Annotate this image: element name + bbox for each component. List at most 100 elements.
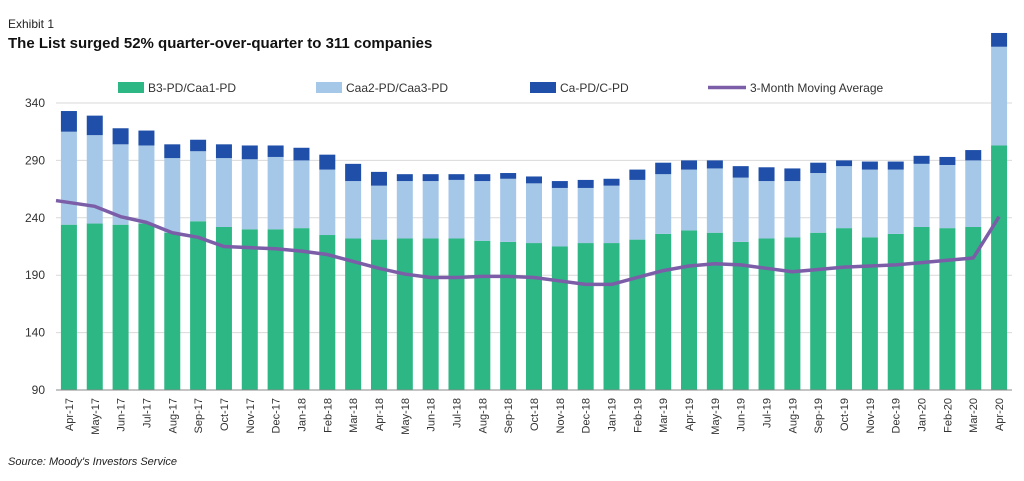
bar-segment — [706, 160, 723, 169]
bar-segment — [164, 232, 181, 390]
bar-segment — [138, 145, 155, 224]
bar-segment — [241, 229, 258, 390]
bar-segment — [913, 226, 930, 390]
x-tick-label: Dec-18 — [581, 398, 593, 433]
x-tick-label: Jan-20 — [917, 398, 929, 432]
x-tick-label: May-19 — [710, 398, 722, 435]
bar-segment — [370, 185, 387, 240]
legend-label: Ca-PD/C-PD — [560, 81, 629, 95]
source-note: Source: Moody's Investors Service — [8, 456, 178, 468]
y-tick-label: 90 — [32, 383, 46, 397]
x-tick-label: Jul-18 — [451, 398, 463, 428]
bar-segment — [991, 145, 1008, 390]
bar-segment — [887, 161, 904, 170]
chart-title: The List surged 52% quarter-over-quarter… — [8, 35, 433, 52]
bar-segment — [86, 135, 103, 224]
bar-segment — [603, 178, 620, 186]
exhibit-label: Exhibit 1 — [8, 17, 55, 31]
legend-swatch — [316, 82, 342, 93]
x-tick-label: May-18 — [400, 398, 412, 435]
bar-segment — [681, 160, 698, 170]
bar-segment — [500, 173, 517, 179]
bar-segment — [345, 163, 362, 182]
x-tick-label: Dec-17 — [271, 398, 283, 433]
bar-segment — [655, 174, 672, 234]
bar-segment — [526, 183, 542, 244]
x-tick-label: Nov-17 — [245, 398, 257, 433]
legend-label: 3-Month Moving Average — [750, 81, 884, 95]
bar-segment — [681, 169, 698, 231]
bar-segment — [861, 161, 878, 170]
y-tick-label: 340 — [25, 96, 45, 110]
x-tick-label: Apr-17 — [64, 398, 76, 431]
bar-segment — [784, 237, 801, 390]
bar-segment — [396, 174, 413, 182]
moving-average-line — [55, 198, 1001, 287]
bar-segment — [732, 166, 749, 178]
x-tick-label: Sep-18 — [503, 398, 515, 433]
x-tick-label: Dec-19 — [891, 398, 903, 433]
bar-segment — [965, 160, 982, 227]
bar-segment — [526, 176, 542, 184]
x-tick-label: Jun-19 — [736, 398, 748, 432]
x-tick-label: Feb-20 — [942, 398, 954, 433]
x-tick-label: Nov-19 — [865, 398, 877, 433]
bar-segment — [551, 181, 568, 188]
bar-segment — [241, 159, 258, 230]
y-tick-label: 290 — [25, 153, 45, 167]
legend-label: Caa2-PD/Caa3-PD — [346, 81, 448, 95]
bar-segment — [681, 230, 698, 390]
x-tick-label: Mar-20 — [968, 398, 980, 433]
bar-segment — [190, 151, 207, 222]
bar-segment — [810, 232, 827, 390]
x-tick-label: Jan-18 — [296, 398, 308, 432]
bar-segment — [939, 228, 956, 390]
bar-segment — [732, 241, 749, 390]
bar-segment — [861, 169, 878, 238]
bar-segment — [448, 174, 465, 180]
x-tick-label: Oct-17 — [219, 398, 231, 431]
bar-segment — [655, 233, 672, 390]
bar-segment — [293, 228, 310, 390]
x-tick-label: Feb-19 — [632, 398, 644, 433]
bar-segment — [965, 150, 982, 161]
x-tick-label: Jan-19 — [607, 398, 619, 432]
bar-segment — [319, 169, 336, 236]
legend-swatch — [118, 82, 144, 93]
bar-segment — [655, 162, 672, 175]
bar-segment — [138, 130, 155, 146]
bar-segment — [267, 229, 284, 390]
x-tick-label: Mar-18 — [348, 398, 360, 433]
x-tick-label: Jul-17 — [141, 398, 153, 428]
bar-segment — [215, 144, 232, 159]
legend-swatch — [530, 82, 556, 93]
x-tick-label: Aug-17 — [167, 398, 179, 433]
bar-segment — [836, 160, 853, 167]
y-tick-label: 190 — [25, 268, 45, 282]
bar-segment — [500, 178, 517, 242]
bar-segment — [370, 171, 387, 186]
bar-segment — [603, 243, 620, 390]
bar-segment — [293, 160, 310, 229]
bar-segment — [112, 128, 129, 145]
bar-segment — [86, 115, 103, 136]
x-tick-label: Sep-17 — [193, 398, 205, 433]
bar-segment — [164, 158, 181, 233]
bar-segment — [991, 32, 1008, 47]
bar-segment — [474, 174, 491, 182]
bar-segment — [86, 223, 103, 390]
bar-segment — [965, 226, 982, 390]
bar-segment — [60, 224, 77, 390]
x-tick-label: Jun-17 — [116, 398, 128, 432]
bar-segment — [939, 164, 956, 229]
bar-segment — [500, 241, 517, 390]
bar-segment — [551, 246, 568, 390]
bar-segment — [577, 179, 594, 188]
bar-segment — [190, 139, 207, 152]
bar-segment — [448, 238, 465, 390]
bar-segment — [396, 181, 413, 239]
bar-segment — [370, 239, 387, 390]
x-tick-label: Sep-19 — [813, 398, 825, 433]
bar-segment — [577, 243, 594, 390]
x-tick-label: Oct-19 — [839, 398, 851, 431]
